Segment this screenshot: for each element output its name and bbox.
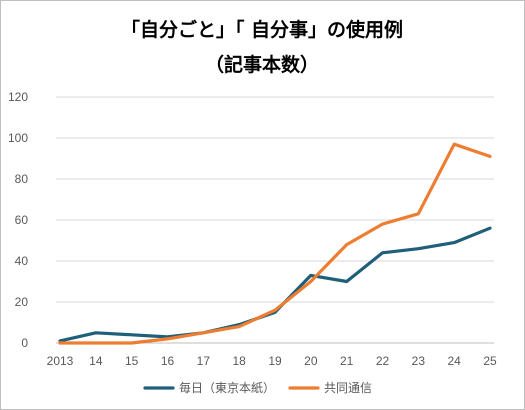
chart-title: 「自分ごと」「 自分事」の使用例 (121, 18, 403, 41)
x-tick-label: 21 (340, 354, 354, 368)
chart-subtitle: （記事本数） (205, 53, 319, 76)
x-tick-label: 16 (161, 354, 175, 368)
x-tick-label: 20 (304, 354, 318, 368)
x-tick-label: 25 (483, 354, 497, 368)
x-tick-label: 15 (125, 354, 139, 368)
y-tick-label: 20 (15, 295, 29, 309)
legend-label: 毎日（東京本紙） (179, 380, 275, 395)
x-tick-label: 17 (197, 354, 211, 368)
series-lines (58, 142, 492, 345)
series-line-0 (58, 226, 492, 343)
x-tick-label: 23 (412, 354, 426, 368)
y-axis-ticks: 0 20 40 60 80 100 120 (8, 90, 28, 350)
y-tick-label: 100 (8, 131, 28, 145)
gridlines (56, 96, 494, 344)
x-tick-label: 22 (376, 354, 390, 368)
x-tick-label: 19 (268, 354, 282, 368)
y-tick-label: 60 (15, 213, 29, 227)
y-tick-label: 40 (15, 254, 29, 268)
y-tick-label: 120 (8, 90, 28, 104)
x-tick-label: 14 (89, 354, 103, 368)
x-tick-label: 24 (447, 354, 461, 368)
y-tick-label: 0 (21, 336, 28, 350)
x-tick-label: 2013 (47, 354, 74, 368)
y-tick-label: 80 (15, 172, 29, 186)
legend-label: 共同通信 (324, 381, 372, 395)
x-axis-ticks: 2013 14 15 16 17 18 19 20 21 22 23 24 25 (47, 354, 497, 368)
x-tick-label: 18 (232, 354, 246, 368)
legend: 毎日（東京本紙） 共同通信 (143, 380, 372, 395)
